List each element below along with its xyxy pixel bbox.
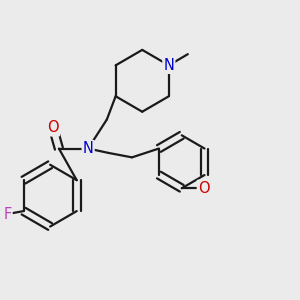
Text: F: F [3,206,12,221]
Text: N: N [83,141,94,156]
Text: N: N [164,58,174,73]
Text: O: O [47,120,59,135]
Text: O: O [198,181,209,196]
